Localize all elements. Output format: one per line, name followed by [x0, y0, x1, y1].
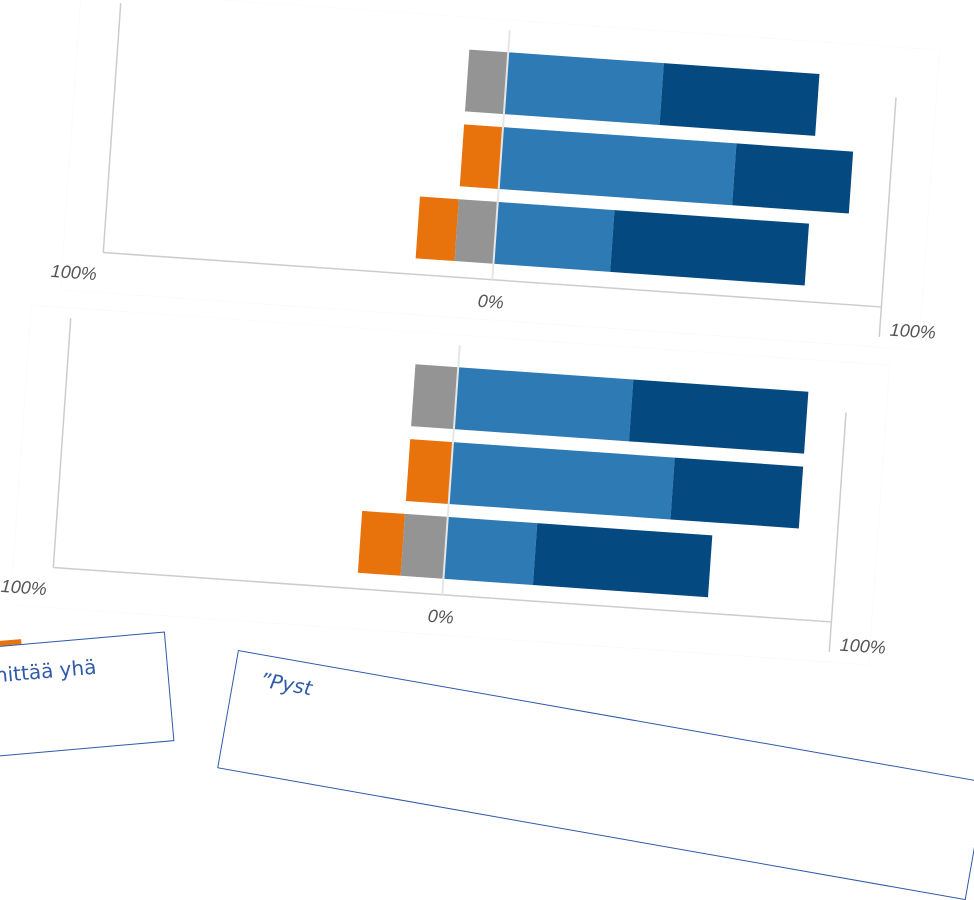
bar-segment: [453, 367, 634, 442]
axis-right-line: [828, 412, 847, 652]
tick-label: 100%: [0, 576, 47, 599]
bar-segment: [459, 124, 503, 189]
bar-segment: [498, 127, 737, 206]
axis-left-line: [52, 318, 72, 568]
bar-segment: [659, 63, 820, 136]
bar-segment: [465, 49, 509, 115]
bar-segment: [670, 457, 804, 529]
chart-top: 100% 0% 100%: [50, 3, 936, 343]
bar-segment: [532, 523, 713, 598]
bar-segment: [732, 143, 854, 214]
bar-segment: [443, 516, 538, 586]
axis-right-line: [878, 97, 897, 337]
bar-segment: [400, 513, 448, 579]
bar-segment: [503, 52, 664, 126]
zero-line: [441, 345, 461, 595]
chart-bottom: 100% 0% 100%: [0, 318, 886, 658]
chart-panel-top: 100% 0% 100%: [50, 0, 940, 350]
bar-segment: [357, 510, 405, 576]
zero-line: [491, 30, 511, 280]
chart-panel-bottom: 100% 0% 100%: [0, 305, 890, 665]
bar-segment: [628, 379, 809, 454]
bar-segment: [454, 199, 498, 264]
note-left-text: nittää yhä: [0, 654, 98, 688]
tick-label: 100%: [50, 261, 97, 284]
bar-segment: [405, 439, 453, 504]
bar-segment: [411, 364, 459, 430]
note-card-left: nittää yhä: [0, 631, 175, 759]
bar-segment: [448, 442, 675, 520]
bar-segment: [493, 201, 615, 272]
axis-left-line: [102, 3, 122, 253]
tick-label: 0%: [477, 291, 504, 313]
tick-label: 100%: [839, 635, 886, 658]
bar-segment: [610, 210, 810, 286]
tick-label: 100%: [889, 320, 936, 343]
tick-label: 0%: [427, 606, 454, 628]
note-right-text: ”Pyst: [258, 667, 315, 701]
bar-segment: [415, 196, 459, 262]
note-card-right: ”Pyst: [217, 650, 974, 900]
